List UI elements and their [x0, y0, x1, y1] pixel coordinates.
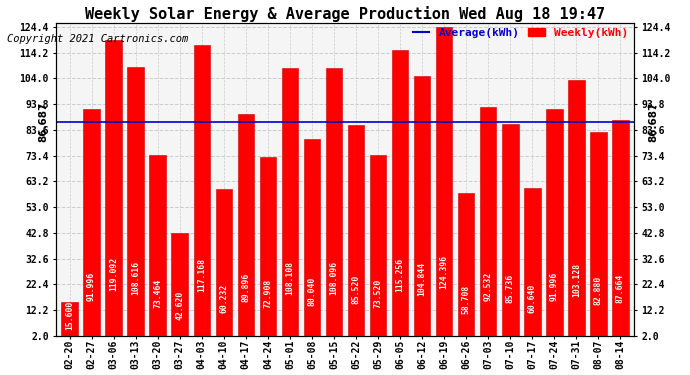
Text: 73.520: 73.520 [373, 279, 382, 308]
Bar [128, 67, 144, 341]
Text: 86.687: 86.687 [649, 102, 658, 142]
Bar [150, 155, 166, 341]
Bar [172, 233, 188, 341]
Text: 82.880: 82.880 [594, 275, 603, 304]
Text: 91.996: 91.996 [87, 272, 96, 301]
Bar [436, 27, 453, 341]
Text: 73.464: 73.464 [153, 279, 162, 308]
Text: 117.168: 117.168 [197, 257, 206, 291]
Bar [106, 40, 122, 341]
Text: Copyright 2021 Cartronics.com: Copyright 2021 Cartronics.com [7, 34, 188, 44]
Bar [612, 120, 629, 341]
Text: 85.736: 85.736 [506, 274, 515, 303]
Text: 72.908: 72.908 [264, 279, 273, 308]
Text: 108.096: 108.096 [330, 261, 339, 295]
Bar [590, 132, 607, 341]
Text: 108.616: 108.616 [131, 261, 140, 295]
Bar [524, 188, 540, 341]
Text: 124.396: 124.396 [440, 255, 449, 289]
Text: 103.128: 103.128 [572, 263, 581, 297]
Text: 86.687: 86.687 [38, 102, 48, 142]
Bar [304, 139, 320, 341]
Text: 119.092: 119.092 [109, 256, 118, 291]
Bar [502, 124, 518, 341]
Text: 58.708: 58.708 [462, 284, 471, 314]
Bar [546, 109, 562, 341]
Text: 91.996: 91.996 [550, 272, 559, 301]
Bar [326, 68, 342, 341]
Bar [282, 68, 298, 341]
Text: 60.640: 60.640 [528, 284, 537, 313]
Bar [480, 107, 497, 341]
Text: 108.108: 108.108 [286, 261, 295, 295]
Text: 87.664: 87.664 [616, 273, 625, 303]
Legend: Average(kWh), Weekly(kWh): Average(kWh), Weekly(kWh) [413, 28, 628, 38]
Bar [568, 81, 584, 341]
Bar [215, 189, 232, 341]
Bar [458, 193, 475, 341]
Bar [414, 76, 431, 341]
Text: 15.600: 15.600 [65, 301, 74, 330]
Text: 89.896: 89.896 [241, 273, 250, 302]
Bar [259, 157, 276, 341]
Bar [61, 302, 78, 341]
Bar [392, 50, 408, 341]
Text: 42.620: 42.620 [175, 291, 184, 320]
Bar [348, 125, 364, 341]
Title: Weekly Solar Energy & Average Production Wed Aug 18 19:47: Weekly Solar Energy & Average Production… [85, 6, 605, 21]
Text: 115.256: 115.256 [395, 258, 404, 292]
Bar [83, 109, 100, 341]
Bar [370, 155, 386, 341]
Bar [193, 45, 210, 341]
Text: 104.844: 104.844 [417, 262, 426, 296]
Text: 60.232: 60.232 [219, 284, 228, 313]
Bar [237, 114, 254, 341]
Text: 80.040: 80.040 [308, 276, 317, 306]
Text: 85.520: 85.520 [351, 274, 360, 303]
Text: 92.532: 92.532 [484, 272, 493, 301]
